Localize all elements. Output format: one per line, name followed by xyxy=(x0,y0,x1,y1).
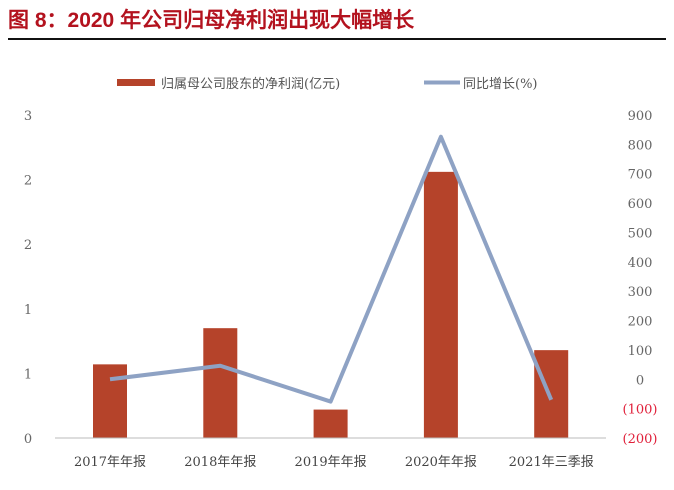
left-tick-label: 2 xyxy=(24,238,32,253)
bar xyxy=(534,350,569,438)
right-tick-label: (100) xyxy=(623,403,658,418)
title-rule xyxy=(8,38,666,40)
x-tick-label: 2017年年报 xyxy=(74,455,146,470)
growth-line xyxy=(109,134,554,404)
x-tick-label: 2019年年报 xyxy=(295,455,367,470)
right-tick-label: 500 xyxy=(628,226,653,241)
left-tick-label: 2 xyxy=(24,174,32,189)
x-tick-label: 2020年年报 xyxy=(405,455,477,470)
bar xyxy=(203,328,238,438)
legend-bar-label: 归属母公司股东的净利润(亿元) xyxy=(161,76,340,92)
right-tick-label: (200) xyxy=(623,432,658,447)
right-tick-label: 900 xyxy=(628,109,653,124)
x-tick-label: 2021年三季报 xyxy=(509,455,594,470)
right-tick-label: 100 xyxy=(628,344,653,359)
right-tick-label: 200 xyxy=(628,315,653,330)
left-tick-label: 0 xyxy=(24,432,32,447)
left-tick-label: 1 xyxy=(24,367,32,382)
right-tick-label: 700 xyxy=(628,168,653,183)
bar xyxy=(423,171,458,438)
bar xyxy=(93,364,127,438)
left-tick-label: 1 xyxy=(24,303,32,318)
legend-line-label: 同比增长(%) xyxy=(463,77,538,92)
figure-title: 图 8：2020 年公司归母净利润出现大幅增长 xyxy=(8,9,415,32)
left-tick-label: 3 xyxy=(24,109,32,124)
x-tick-label: 2018年年报 xyxy=(184,455,256,470)
right-tick-label: 0 xyxy=(636,373,644,388)
bar xyxy=(313,409,348,438)
legend-bar-swatch xyxy=(117,79,155,86)
right-tick-label: 400 xyxy=(628,256,653,271)
right-tick-label: 800 xyxy=(628,138,653,153)
right-tick-label: 600 xyxy=(628,197,653,212)
right-tick-label: 300 xyxy=(628,285,653,300)
